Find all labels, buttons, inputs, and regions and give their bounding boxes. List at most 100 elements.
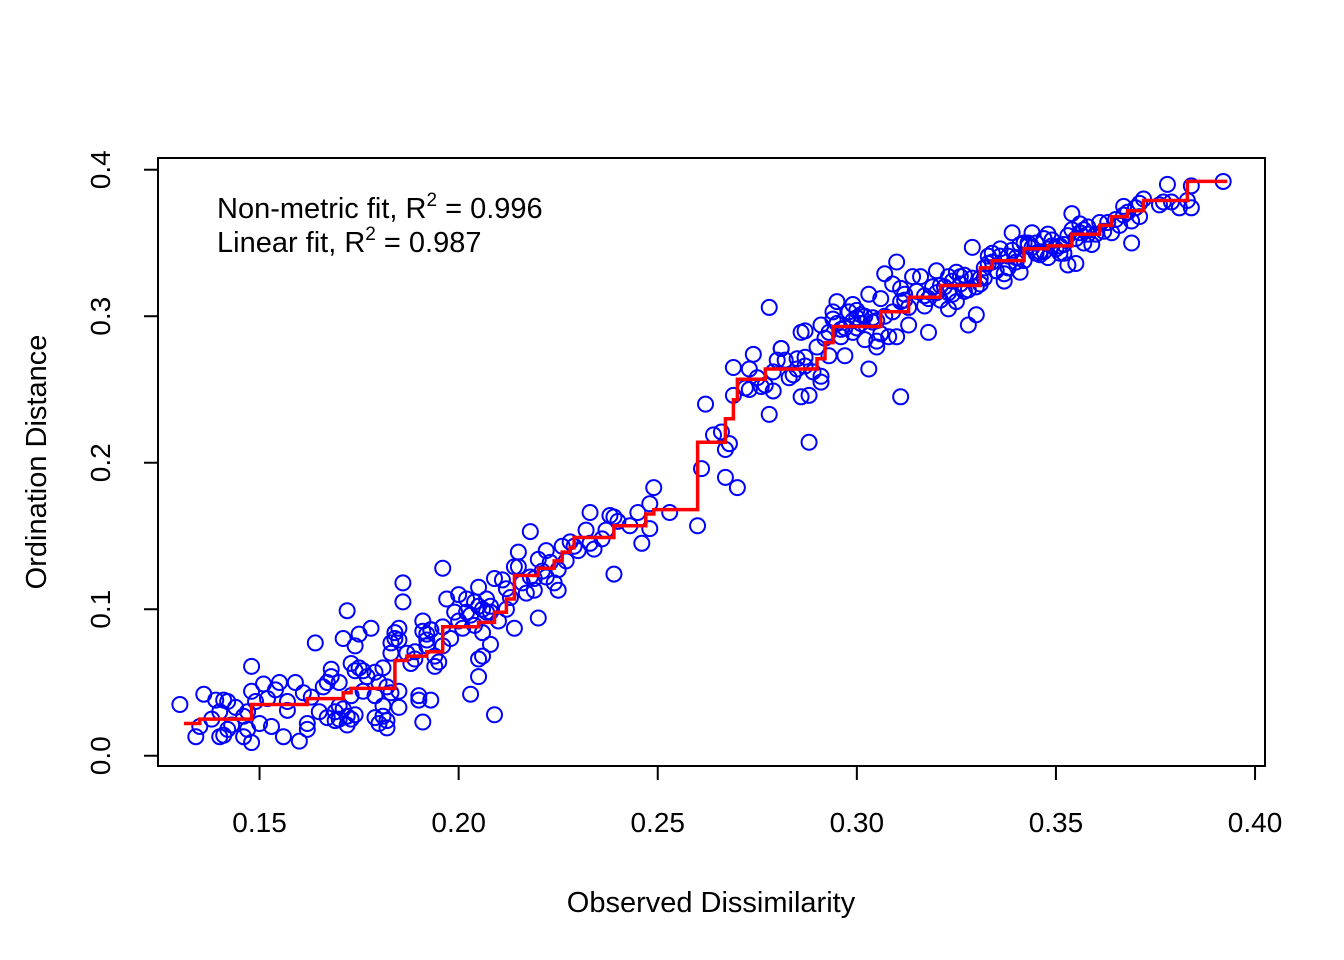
data-point (390, 619, 408, 637)
y-tick-label: 0.2 (85, 443, 116, 482)
data-point (390, 631, 408, 649)
data-point (422, 621, 440, 639)
data-point (187, 728, 205, 746)
data-point (278, 693, 296, 711)
data-point (712, 423, 730, 441)
data-point (171, 695, 189, 713)
x-tick-label: 0.20 (431, 807, 486, 838)
x-tick-label: 0.35 (1029, 807, 1084, 838)
data-point (860, 360, 878, 378)
data-point (474, 624, 492, 642)
data-point (1123, 234, 1141, 252)
data-point (856, 331, 874, 349)
data-point (796, 322, 814, 340)
data-point (641, 495, 659, 513)
data-point (286, 673, 304, 691)
data-points (171, 172, 1232, 752)
data-point (366, 663, 384, 681)
data-point (414, 713, 432, 731)
data-point (860, 285, 878, 303)
data-point (693, 460, 711, 478)
data-point (243, 682, 261, 700)
data-point (426, 657, 444, 675)
data-point (740, 380, 758, 398)
data-point (920, 323, 938, 341)
data-point (394, 593, 412, 611)
data-point (967, 306, 985, 324)
data-point (470, 650, 488, 668)
data-point (298, 715, 316, 733)
data-point (792, 388, 810, 406)
data-point (537, 542, 555, 560)
data-point (1099, 213, 1117, 231)
data-point (418, 625, 436, 643)
data-point (346, 706, 364, 724)
data-point (362, 619, 380, 637)
nonmetric-fit-value: = 0.996 (437, 193, 543, 225)
nonmetric-fit-annotation: Non-metric fit, R2 = 0.996 (217, 190, 543, 225)
linear-fit-prefix: Linear fit, R (217, 227, 365, 259)
data-point (274, 728, 292, 746)
linear-fit-sup: 2 (365, 224, 376, 245)
data-point (812, 373, 830, 391)
data-point (517, 584, 535, 602)
data-point (314, 678, 332, 696)
nonmetric-fit-step-line (183, 179, 1228, 726)
data-point (450, 586, 468, 604)
data-point (744, 345, 762, 363)
data-point (1067, 254, 1085, 272)
data-point (884, 275, 902, 293)
data-point (549, 581, 567, 599)
data-point (505, 619, 523, 637)
data-point (1083, 235, 1101, 253)
data-point (1182, 199, 1200, 217)
data-point (888, 253, 906, 271)
data-point (481, 597, 499, 615)
y-tick-label: 0.4 (85, 150, 116, 189)
data-point (959, 316, 977, 334)
data-point (1075, 221, 1093, 239)
data-point (760, 405, 778, 423)
data-point (900, 316, 918, 334)
data-point (338, 707, 356, 725)
data-point (1182, 177, 1200, 195)
data-point (390, 682, 408, 700)
data-point (1158, 175, 1176, 193)
x-tick-label: 0.30 (830, 807, 885, 838)
x-axis: 0.15 0.20 0.25 0.30 0.35 0.40 (232, 765, 1282, 838)
y-tick-label: 0.1 (85, 590, 116, 629)
data-point (251, 715, 269, 733)
data-point (382, 684, 400, 702)
data-point (243, 734, 261, 752)
data-point (1059, 256, 1077, 274)
data-point (1063, 205, 1081, 223)
x-tick-label: 0.25 (630, 807, 685, 838)
data-point (1011, 263, 1029, 281)
data-point (247, 693, 265, 711)
data-point (430, 653, 448, 671)
data-point (207, 691, 225, 709)
data-point (661, 504, 679, 522)
data-point (438, 590, 456, 608)
data-point (485, 569, 503, 587)
data-point (382, 634, 400, 652)
data-point (334, 630, 352, 648)
data-point (378, 712, 396, 730)
data-point (947, 263, 965, 281)
data-point (418, 631, 436, 649)
data-point (645, 479, 663, 497)
data-point (880, 328, 898, 346)
data-point (796, 348, 814, 366)
data-point (497, 580, 515, 598)
data-point (800, 433, 818, 451)
data-point (481, 635, 499, 653)
data-point (876, 265, 894, 283)
data-point (346, 637, 364, 655)
data-point (963, 238, 981, 256)
y-axis: 0.0 0.1 0.2 0.3 0.4 (85, 150, 159, 775)
data-point (219, 720, 237, 738)
data-point (716, 468, 734, 486)
x-axis-title: Observed Dissimilarity (567, 887, 856, 919)
data-point (509, 543, 527, 561)
data-point (728, 479, 746, 497)
